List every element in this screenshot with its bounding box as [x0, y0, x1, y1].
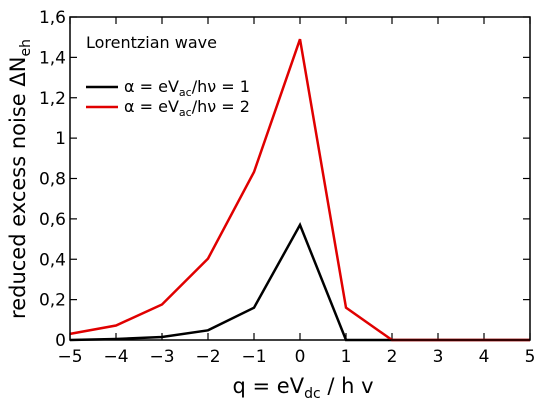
y-tick-label: 1,2 [39, 89, 66, 109]
plot-frame [69, 16, 531, 341]
y-tick-label: 0,4 [39, 250, 66, 270]
x-tick-label: −2 [195, 347, 220, 367]
y-tick-label: 1 [55, 129, 66, 149]
y-tick-label: 0 [55, 331, 66, 351]
y-tick-label: 0,2 [39, 291, 66, 311]
x-tick-label: 1 [341, 347, 352, 367]
y-tick-label: 0,8 [39, 170, 66, 190]
legend-label-series-1: α = eVac/hν = 1 [124, 77, 250, 99]
x-tick-label: 3 [433, 347, 444, 367]
x-tick-label: 0 [295, 347, 306, 367]
x-tick-label: 2 [387, 347, 398, 367]
y-tick-label: 0,6 [39, 210, 66, 230]
x-tick-label: −3 [149, 347, 174, 367]
legend-label-series-2: α = eVac/hν = 2 [124, 97, 250, 119]
series-line-1 [69, 221, 530, 342]
x-tick-label: 4 [479, 347, 490, 367]
x-tick-label: 5 [525, 347, 536, 367]
legend-title: Lorentzian wave [86, 33, 217, 52]
x-tick-label: −1 [241, 347, 266, 367]
x-tick-label: −4 [103, 347, 128, 367]
x-axis-title: q = eVdc / h v [233, 374, 374, 402]
x-tick-label: −5 [57, 347, 82, 367]
y-tick-label: 1,4 [39, 48, 66, 68]
y-tick-label: 1,6 [39, 8, 66, 28]
y-axis-title: reduced excess noise ΔNeh [6, 39, 34, 319]
legend: Lorentzian wave α = eVac/hν = 1 α = eVac… [86, 33, 250, 119]
